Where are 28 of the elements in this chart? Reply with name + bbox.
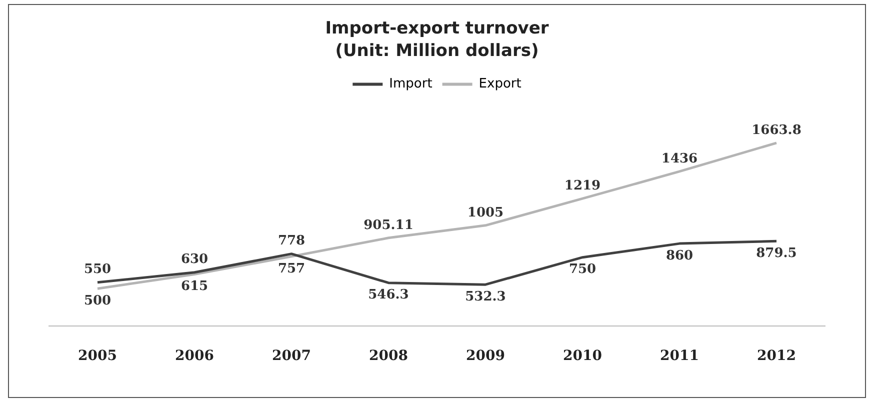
x-tick-label: 2009 <box>466 348 505 364</box>
data-label: 860 <box>666 248 694 264</box>
legend-label: Export <box>478 76 522 92</box>
data-label: 905.11 <box>364 218 414 233</box>
data-label: 550 <box>84 262 112 278</box>
x-tick-label: 2012 <box>757 348 796 364</box>
chart-title: Import-export turnover <box>325 18 550 39</box>
data-label: 546.3 <box>368 288 409 303</box>
x-tick-label: 2006 <box>175 348 214 364</box>
x-tick-label: 2005 <box>78 348 117 364</box>
x-tick-label: 2011 <box>660 348 699 364</box>
data-label: 750 <box>568 262 596 278</box>
data-label: 1436 <box>661 151 698 166</box>
data-label: 500 <box>84 294 112 309</box>
data-label: 630 <box>180 252 208 268</box>
x-tick-label: 2007 <box>272 348 311 364</box>
data-label: 1663.8 <box>752 122 802 138</box>
data-label: 532.3 <box>465 289 506 304</box>
data-label: 1005 <box>467 205 504 220</box>
data-label: 1219 <box>564 178 601 194</box>
x-tick-label: 2008 <box>369 348 408 364</box>
legend-label: Import <box>389 76 432 92</box>
data-label: 879.5 <box>756 246 797 261</box>
chart-subtitle: (Unit: Million dollars) <box>335 41 539 62</box>
x-tick-label: 2010 <box>563 348 602 364</box>
data-label: 757 <box>278 261 306 276</box>
data-label: 778 <box>278 234 306 249</box>
data-label: 615 <box>180 279 208 294</box>
